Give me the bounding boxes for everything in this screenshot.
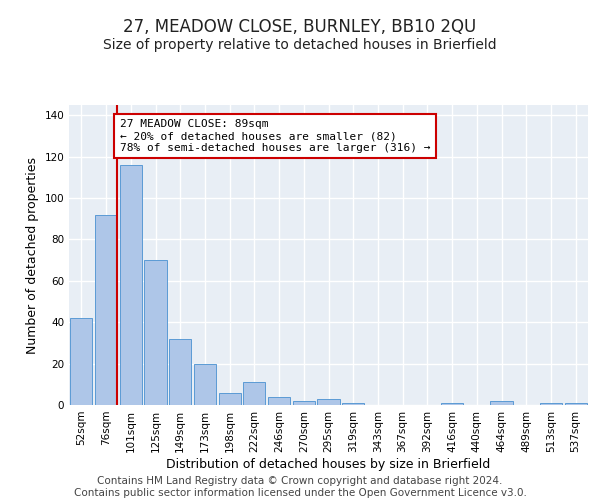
- Bar: [95, 214, 117, 405]
- Bar: [293, 401, 315, 405]
- Bar: [540, 403, 562, 405]
- X-axis label: Distribution of detached houses by size in Brierfield: Distribution of detached houses by size …: [166, 458, 491, 470]
- Y-axis label: Number of detached properties: Number of detached properties: [26, 156, 39, 354]
- Text: Contains HM Land Registry data © Crown copyright and database right 2024.
Contai: Contains HM Land Registry data © Crown c…: [74, 476, 526, 498]
- Bar: [441, 403, 463, 405]
- Bar: [490, 401, 512, 405]
- Bar: [169, 339, 191, 405]
- Bar: [268, 396, 290, 405]
- Bar: [317, 399, 340, 405]
- Text: 27 MEADOW CLOSE: 89sqm
← 20% of detached houses are smaller (82)
78% of semi-det: 27 MEADOW CLOSE: 89sqm ← 20% of detached…: [119, 120, 430, 152]
- Bar: [218, 392, 241, 405]
- Bar: [565, 403, 587, 405]
- Text: 27, MEADOW CLOSE, BURNLEY, BB10 2QU: 27, MEADOW CLOSE, BURNLEY, BB10 2QU: [124, 18, 476, 36]
- Bar: [342, 403, 364, 405]
- Bar: [243, 382, 265, 405]
- Bar: [119, 165, 142, 405]
- Bar: [194, 364, 216, 405]
- Text: Size of property relative to detached houses in Brierfield: Size of property relative to detached ho…: [103, 38, 497, 52]
- Bar: [145, 260, 167, 405]
- Bar: [70, 318, 92, 405]
